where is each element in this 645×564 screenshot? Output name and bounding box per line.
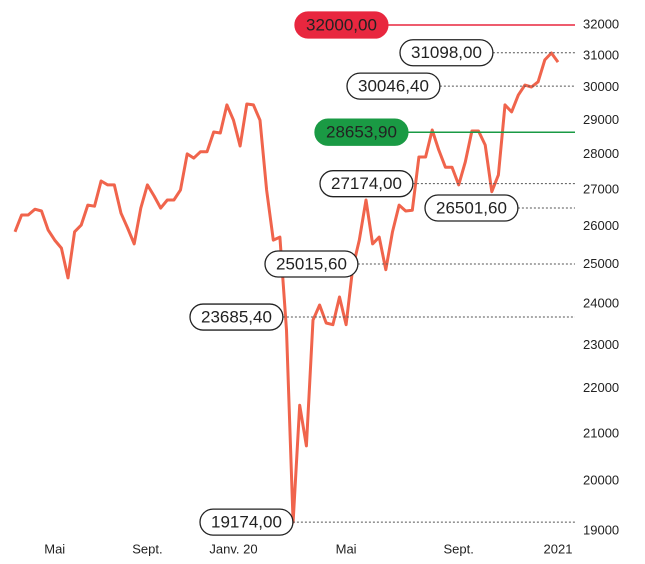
x-tick-label: Sept. [132,541,162,556]
y-tick-label: 21000 [583,425,619,440]
annotation: 23685,40 [189,303,575,331]
annotation-box [264,250,359,278]
annotation-box [319,170,414,198]
annotation-label: 31098,00 [411,43,482,62]
y-tick-label: 25000 [583,256,619,271]
annotation: 19174,00 [199,508,575,536]
x-tick-label: Mai [44,541,65,556]
x-tick-label: Sept. [443,541,473,556]
annotation-label: 26501,60 [436,198,507,217]
x-tick-label: Mai [336,541,357,556]
y-tick-label: 28000 [583,146,619,161]
y-tick-label: 32000 [583,16,619,31]
annotation-box [294,11,389,39]
annotation-box [199,508,294,536]
y-tick-label: 26000 [583,218,619,233]
y-tick-label: 29000 [583,112,619,127]
annotation-label: 30046,40 [358,77,429,96]
annotation-box [424,194,519,222]
price-line [13,51,560,524]
y-tick-label: 27000 [583,181,619,196]
annotation-label: 25015,60 [276,254,347,273]
annotation: 25015,60 [264,250,575,278]
y-tick-label: 31000 [583,47,619,62]
annotation-box [189,303,284,331]
annotation-box [399,39,494,67]
annotation-box [314,118,409,146]
x-tick-label: 2021 [544,541,573,556]
y-tick-label: 30000 [583,79,619,94]
annotation: 27174,00 [319,170,575,198]
y-tick-label: 23000 [583,337,619,352]
annotation-label: 19174,00 [211,513,282,532]
annotation-box [346,72,441,100]
annotation-label: 23685,40 [201,308,272,327]
x-tick-label: Janv. 20 [209,541,257,556]
annotation: 31098,00 [399,39,575,67]
annotation: 32000,00 [294,11,575,39]
y-tick-label: 24000 [583,296,619,311]
annotation: 26501,60 [424,194,575,222]
annotation: 28653,90 [314,118,575,146]
annotation-label: 27174,00 [331,174,402,193]
y-tick-label: 22000 [583,380,619,395]
y-tick-label: 19000 [583,522,619,537]
annotation-label: 32000,00 [306,15,377,34]
y-tick-label: 20000 [583,473,619,488]
annotation-label: 28653,90 [326,123,397,142]
annotation: 30046,40 [346,72,575,100]
